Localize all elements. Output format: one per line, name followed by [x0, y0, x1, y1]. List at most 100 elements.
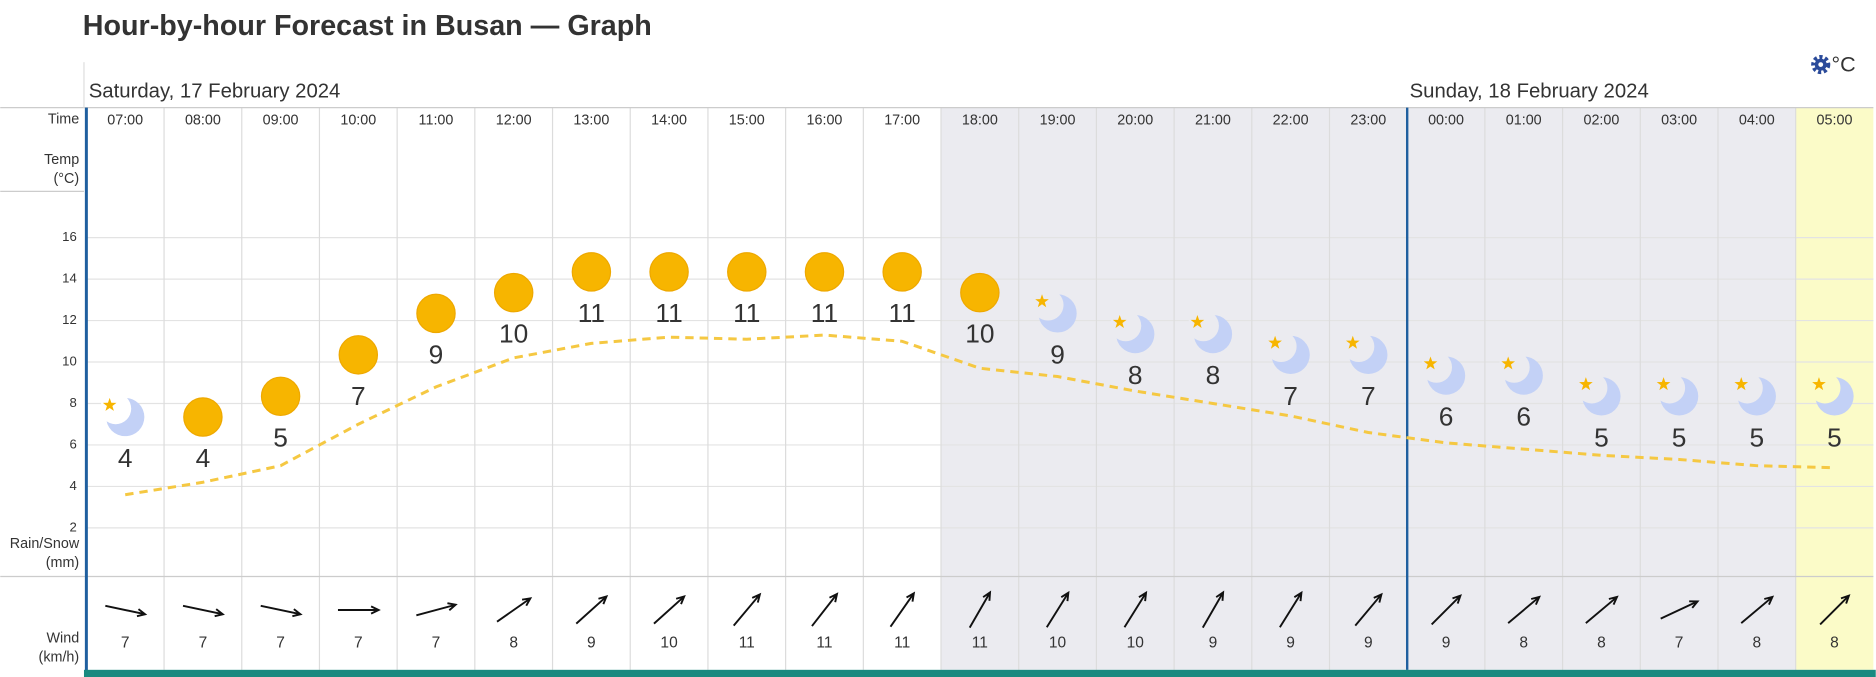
wind-speed-label: 8 — [1519, 635, 1528, 652]
wind-arrow — [1430, 594, 1462, 626]
wind-speed-label: 11 — [894, 635, 910, 652]
wind-arrow — [575, 594, 609, 625]
gear-icon — [1811, 55, 1831, 75]
wind-speed-label: 8 — [1830, 635, 1839, 652]
star-icon — [1579, 377, 1593, 391]
column-background — [164, 107, 242, 670]
star-icon — [1035, 294, 1049, 308]
temperature-label: 6 — [1439, 402, 1454, 432]
sun-icon — [493, 272, 534, 313]
moon-shadow — [1032, 289, 1064, 321]
temperature-label: 4 — [196, 443, 211, 473]
wind-speed-label: 11 — [972, 635, 988, 652]
unit-toggle[interactable]: °C — [1811, 52, 1856, 76]
moon-shadow — [1265, 330, 1297, 363]
wind-arrow — [889, 591, 916, 628]
star-icon — [1190, 314, 1205, 328]
time-label: 00:00 — [1428, 113, 1464, 129]
time-label: 17:00 — [884, 113, 920, 129]
time-label: 22:00 — [1273, 113, 1309, 129]
row-label: Temp — [44, 152, 79, 168]
unit-label: °C — [1831, 52, 1855, 76]
star-icon — [1345, 335, 1360, 349]
temperature-label: 9 — [429, 339, 444, 369]
star-icon — [1734, 377, 1749, 391]
time-label: 07:00 — [107, 113, 143, 129]
column-background — [552, 107, 631, 670]
wind-speed-label: 11 — [739, 635, 755, 652]
star-icon — [102, 397, 117, 411]
temperature-label: 11 — [733, 298, 760, 328]
wind-speed-label: 10 — [1049, 635, 1067, 652]
temperature-label: 4 — [118, 443, 133, 473]
wind-speed-label: 10 — [1127, 635, 1145, 652]
time-label: 05:00 — [1817, 113, 1853, 129]
star-icon — [1656, 377, 1671, 391]
temperature-label: 8 — [1206, 360, 1221, 390]
column-background — [1018, 107, 1097, 670]
wind-speed-label: 9 — [1209, 635, 1218, 652]
column-background — [474, 107, 553, 670]
temperature-label: 10 — [499, 319, 528, 349]
column-background — [630, 107, 708, 670]
moon-shadow — [1420, 351, 1453, 383]
wind-arrow — [1585, 595, 1619, 624]
bottom-bar — [83, 669, 1876, 677]
row-label: Rain/Snow — [10, 536, 80, 552]
moon-shadow — [1654, 372, 1686, 404]
time-label: 09:00 — [263, 113, 299, 129]
wind-arrow — [260, 604, 303, 618]
row-label: (°C) — [54, 171, 80, 187]
sun-icon — [882, 252, 922, 292]
time-label: 15:00 — [729, 113, 765, 129]
day-label: Saturday, 17 February 2024 — [89, 80, 341, 102]
wind-arrow — [1660, 600, 1700, 620]
time-label: 20:00 — [1117, 113, 1153, 129]
column-background — [707, 107, 786, 670]
sun-icon — [727, 252, 767, 292]
time-label: 21:00 — [1195, 113, 1231, 129]
time-label: 10:00 — [340, 113, 376, 129]
row-label: (mm) — [46, 555, 79, 571]
row-label: Wind — [47, 631, 80, 647]
wind-arrow — [416, 602, 458, 617]
sun-icon — [416, 293, 456, 334]
time-label: 02:00 — [1583, 113, 1619, 129]
wind-speed-label: 7 — [121, 635, 130, 652]
temperature-label: 7 — [1361, 381, 1376, 411]
star-icon — [1268, 335, 1282, 349]
time-label: 23:00 — [1350, 113, 1386, 129]
wind-speed-label: 8 — [1597, 635, 1606, 652]
column-background — [86, 107, 165, 670]
wind-arrow — [1045, 590, 1070, 628]
wind-arrow — [1123, 590, 1148, 628]
time-label: 08:00 — [185, 113, 221, 129]
temperature-label: 5 — [273, 422, 288, 452]
time-label: 03:00 — [1661, 113, 1697, 129]
y-tick-label: 10 — [62, 353, 77, 368]
moon-shadow — [1498, 351, 1530, 383]
wind-arrow — [1201, 590, 1225, 629]
y-tick-label: 6 — [69, 436, 76, 451]
y-tick-label: 2 — [69, 519, 76, 534]
temperature-label: 8 — [1128, 360, 1143, 390]
moon-shadow — [1576, 372, 1608, 404]
star-icon — [1501, 356, 1516, 370]
sun-icon — [649, 252, 689, 292]
temperature-label: 5 — [1672, 422, 1687, 452]
wind-speed-label: 8 — [1752, 635, 1761, 652]
wind-arrow — [732, 592, 762, 627]
temperature-label: 11 — [578, 298, 605, 328]
wind-speed-label: 7 — [1675, 635, 1684, 652]
sun-icon — [960, 272, 1000, 313]
moon-shadow — [1110, 310, 1142, 342]
temperature-label: 5 — [1594, 422, 1609, 452]
temperature-label: 6 — [1516, 402, 1531, 432]
temperature-label: 5 — [1749, 422, 1764, 452]
time-label: 16:00 — [807, 113, 843, 129]
wind-arrow — [653, 594, 686, 625]
temperature-label: 11 — [811, 298, 838, 328]
wind-speed-label: 7 — [432, 635, 441, 652]
